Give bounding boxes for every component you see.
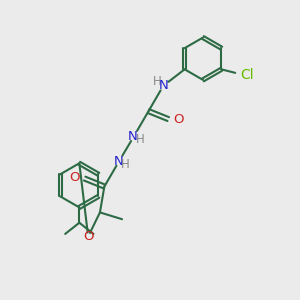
Text: O: O bbox=[83, 230, 93, 243]
Text: N: N bbox=[158, 79, 168, 92]
Text: H: H bbox=[136, 134, 145, 146]
Text: H: H bbox=[152, 76, 161, 88]
Text: O: O bbox=[69, 171, 79, 184]
Text: N: N bbox=[113, 155, 123, 168]
Text: Cl: Cl bbox=[240, 68, 254, 82]
Text: N: N bbox=[128, 130, 138, 143]
Text: H: H bbox=[121, 158, 130, 171]
Text: O: O bbox=[174, 113, 184, 126]
